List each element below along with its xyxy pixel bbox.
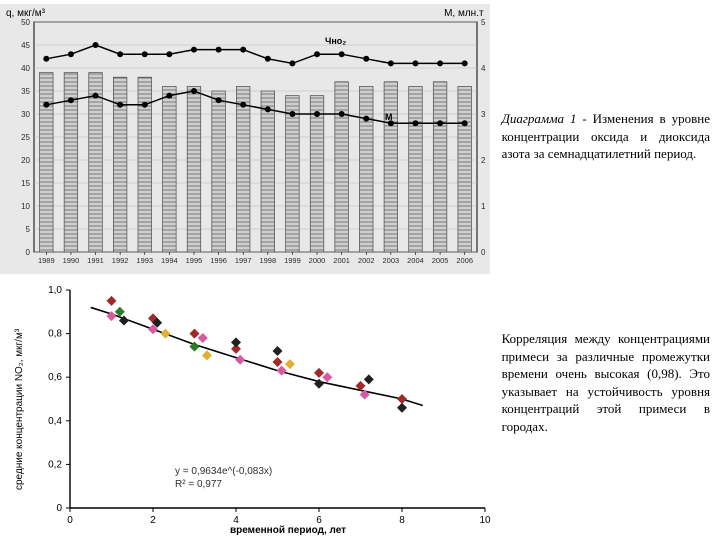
svg-text:4: 4 (481, 64, 486, 73)
svg-text:0: 0 (56, 503, 62, 514)
svg-text:2: 2 (150, 515, 156, 526)
svg-text:45: 45 (21, 41, 30, 50)
svg-text:35: 35 (21, 87, 30, 96)
chart-1-svg: 0510152025303540455001234519891990199119… (0, 4, 505, 274)
svg-text:0: 0 (67, 515, 73, 526)
chart2-x-label: временной период, лет (230, 525, 346, 536)
svg-text:25: 25 (21, 133, 30, 142)
caption-2: Корреляция между концентрациями примеси … (490, 280, 720, 435)
chart1-yleft-label: q, мкг/м³ (6, 8, 45, 19)
svg-text:2: 2 (481, 156, 486, 165)
svg-text:10: 10 (479, 515, 491, 526)
svg-text:5: 5 (481, 18, 486, 27)
svg-text:1999: 1999 (284, 256, 301, 265)
chart-2-svg: 00,20,40,60,81,00246810 (0, 280, 505, 540)
svg-text:2002: 2002 (358, 256, 375, 265)
chart2-r2: R² = 0,977 (175, 478, 272, 491)
svg-text:2005: 2005 (432, 256, 449, 265)
svg-text:1989: 1989 (38, 256, 55, 265)
svg-text:1992: 1992 (112, 256, 129, 265)
svg-text:1990: 1990 (63, 256, 80, 265)
caption-1-lead: Диаграмма 1 (502, 111, 577, 126)
svg-text:1: 1 (481, 202, 486, 211)
chart1-series-m: M (385, 112, 393, 122)
svg-text:1996: 1996 (210, 256, 227, 265)
chart1-yright-label: М, млн.т (444, 8, 483, 19)
svg-text:2001: 2001 (333, 256, 350, 265)
svg-text:0,4: 0,4 (48, 416, 62, 427)
svg-text:1991: 1991 (87, 256, 104, 265)
chart-1-diagram: 0510152025303540455001234519891990199119… (0, 4, 490, 274)
svg-text:30: 30 (21, 110, 30, 119)
svg-text:5: 5 (26, 225, 31, 234)
svg-text:8: 8 (399, 515, 405, 526)
chart1-series-qno2: Чно₂ (325, 36, 346, 46)
chart-2-scatter: 00,20,40,60,81,00246810 средние концентр… (0, 280, 490, 540)
caption-1: Диаграмма 1 - Изменения в уровне концент… (490, 0, 720, 163)
chart2-equation-box: y = 0,9634e^(-0,083x) R² = 0,977 (175, 465, 272, 491)
svg-text:15: 15 (21, 179, 30, 188)
svg-text:1993: 1993 (136, 256, 153, 265)
svg-text:1995: 1995 (186, 256, 203, 265)
svg-text:0,2: 0,2 (48, 459, 62, 470)
svg-text:10: 10 (21, 202, 30, 211)
svg-text:0,8: 0,8 (48, 329, 62, 340)
svg-text:0,6: 0,6 (48, 372, 62, 383)
svg-text:1998: 1998 (259, 256, 276, 265)
chart2-y-label: средние концентрации NO₂, мкг/м³ (14, 329, 25, 490)
svg-text:50: 50 (21, 18, 30, 27)
svg-text:2006: 2006 (456, 256, 473, 265)
svg-text:1,0: 1,0 (48, 285, 62, 296)
svg-text:2003: 2003 (383, 256, 400, 265)
svg-text:0: 0 (26, 248, 31, 257)
svg-text:2000: 2000 (309, 256, 326, 265)
caption-2-text: Корреляция между концентрациями примеси … (502, 331, 710, 434)
svg-text:1997: 1997 (235, 256, 252, 265)
svg-text:2004: 2004 (407, 256, 424, 265)
svg-text:0: 0 (481, 248, 486, 257)
svg-text:1994: 1994 (161, 256, 178, 265)
svg-text:40: 40 (21, 64, 30, 73)
svg-text:3: 3 (481, 110, 486, 119)
svg-text:20: 20 (21, 156, 30, 165)
chart2-equation: y = 0,9634e^(-0,083x) (175, 465, 272, 478)
